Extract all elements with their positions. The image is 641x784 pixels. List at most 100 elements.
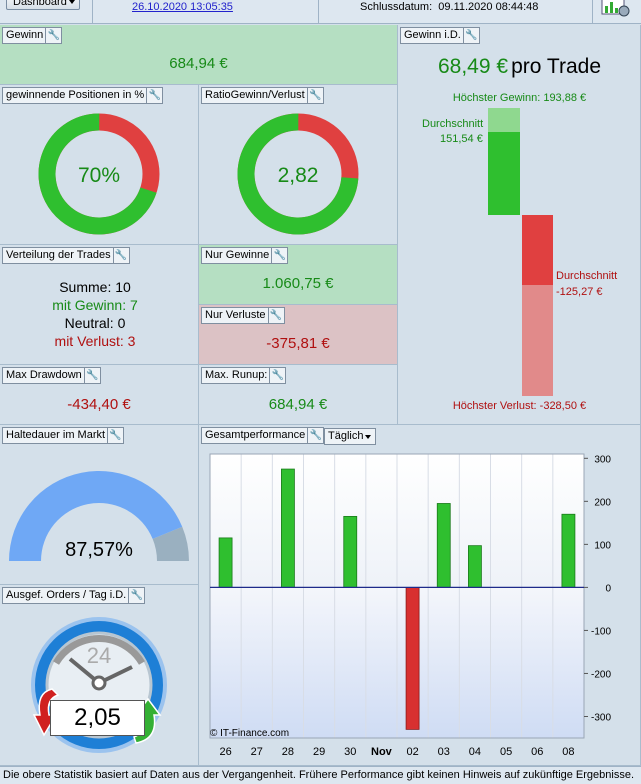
wrench-icon[interactable]: 🔧 <box>107 427 123 444</box>
dashboard-label: Dashboard <box>13 0 67 8</box>
x-tick-label: 29 <box>313 746 325 758</box>
wrench-icon[interactable]: 🔧 <box>306 87 323 104</box>
wrench-icon[interactable]: 🔧 <box>462 27 479 44</box>
avg-gain-panel: Gewinn i.D. 🔧 68,49 € pro Trade Höchster … <box>398 25 641 425</box>
chevron-down-icon <box>365 435 371 439</box>
bar-02 <box>405 586 420 730</box>
panel-title: gewinnende Positionen in % 🔧 <box>2 87 164 104</box>
holding-time-gauge: 87,57% <box>9 470 189 561</box>
dashboard-dropdown[interactable]: Dashboard <box>6 0 80 10</box>
only-gains-panel: Nur Gewinne 🔧 1.060,75 € <box>199 245 398 305</box>
wrench-icon[interactable]: 🔧 <box>128 587 144 604</box>
footer-disclaimer: Die obere Statistik basiert auf Daten au… <box>0 766 641 784</box>
only-losses-panel: Nur Verluste 🔧 -375,81 € <box>199 305 398 365</box>
neutral-row: Neutral: 0 <box>64 315 126 331</box>
avg-loss-bar <box>522 215 553 285</box>
distribution-panel: Verteilung der Trades 🔧 Summe: 10 mit Gew… <box>0 245 199 365</box>
x-tick-label: 27 <box>251 746 263 758</box>
winning-donut-chart: 70% <box>38 113 160 235</box>
max-runup-value: 684,94 € <box>268 396 328 413</box>
separator <box>592 0 593 24</box>
watermark: © IT-Finance.com <box>210 728 289 739</box>
panel-title: Gesamtperformance 🔧 <box>201 427 325 444</box>
gauge-fill <box>9 470 183 561</box>
summe-row: Summe: 10 <box>59 279 131 295</box>
wrench-icon[interactable]: 🔧 <box>83 367 100 384</box>
max-drawdown-panel: Max Drawdown 🔧 -434,40 € <box>0 365 199 425</box>
avg-loss-amount: -125,27 € <box>556 286 603 298</box>
holding-time-panel: Haltedauer im Markt 🔧 87,57% <box>0 425 199 585</box>
panel-title: Nur Gewinne 🔧 <box>201 247 289 264</box>
bars-group <box>210 468 584 730</box>
wrench-icon[interactable]: 🔧 <box>146 87 162 104</box>
panel-title: Nur Verluste 🔧 <box>201 307 285 324</box>
y-tick-label: 100 <box>594 540 611 551</box>
wrench-icon[interactable]: 🔧 <box>45 27 61 44</box>
orders-panel: Ausgef. Orders / Tag i.D. 🔧 24 <box>0 585 199 766</box>
y-tick-label: 200 <box>594 497 611 508</box>
winning-positions-panel: gewinnende Positionen in % 🔧 70% <box>0 85 199 245</box>
bar-03 <box>436 503 451 588</box>
avg-gain-amount: 151,54 € <box>440 133 483 145</box>
x-tick-label: 02 <box>406 746 418 758</box>
y-tick-label: -300 <box>591 712 611 723</box>
grid-lines <box>209 453 585 739</box>
y-tick-label: 300 <box>594 454 611 465</box>
y-tick-label: -200 <box>591 669 611 680</box>
verlust-row: mit Verlust: 3 <box>54 333 136 349</box>
highest-gain-label: Höchster Gewinn: 193,88 € <box>452 92 587 104</box>
panel-title: RatioGewinn/Verlust 🔧 <box>201 87 324 104</box>
wrench-icon[interactable]: 🔧 <box>112 247 129 264</box>
start-date-link[interactable]: 26.10.2020 13:05:35 <box>132 1 233 13</box>
wrench-icon[interactable]: 🔧 <box>307 427 323 444</box>
bar-30 <box>343 515 358 588</box>
close-date-label: Schlussdatum: <box>360 1 433 13</box>
bar-04 <box>468 545 482 588</box>
clock-label: 24 <box>87 643 111 668</box>
close-date: Schlussdatum: 09.11.2020 08:44:48 <box>360 1 538 13</box>
wrench-icon[interactable]: 🔧 <box>269 367 285 384</box>
avg-gain-headline: 68,49 € pro Trade <box>398 55 641 79</box>
x-tick-label: 05 <box>500 746 512 758</box>
wrench-icon[interactable]: 🔧 <box>271 247 287 264</box>
avg-gain-bar <box>488 132 520 215</box>
panel-title: Gewinn 🔧 <box>2 27 63 44</box>
highest-loss-bar <box>522 285 553 396</box>
highest-loss-label: Höchster Verlust: -328,50 € <box>452 400 587 412</box>
panel-title: Gewinn i.D. 🔧 <box>400 27 480 44</box>
period-dropdown[interactable]: Täglich <box>324 428 376 445</box>
chart-settings-icon[interactable] <box>600 0 632 18</box>
panel-title: Ausgef. Orders / Tag i.D. 🔧 <box>2 587 146 604</box>
x-tick-label: 04 <box>469 746 481 758</box>
x-tick-label: 08 <box>562 746 574 758</box>
bar-26 <box>218 537 233 588</box>
y-tick-label: 0 <box>605 583 611 594</box>
y-tick-label: -100 <box>591 626 611 637</box>
top-bar: Dashboard 26.10.2020 13:05:35 Schlussdat… <box>0 0 641 24</box>
ratio-panel: RatioGewinn/Verlust 🔧 2,82 <box>199 85 398 245</box>
panel-title: Verteilung der Trades 🔧 <box>2 247 130 264</box>
gewinn-value: 684,94 € <box>169 55 228 72</box>
separator <box>318 0 319 24</box>
bar-28 <box>281 468 295 588</box>
x-tick-label: 03 <box>438 746 450 758</box>
ratio-donut-chart: 2,82 <box>237 113 359 235</box>
wrench-icon[interactable]: 🔧 <box>267 307 284 324</box>
gauge-value: 87,57% <box>65 539 133 561</box>
highest-gain-bar <box>488 108 520 132</box>
orders-value: 2,05 <box>50 700 145 736</box>
only-losses-value: -375,81 € <box>266 335 330 352</box>
separator <box>92 0 93 24</box>
x-tick-label: 30 <box>344 746 356 758</box>
performance-chart: 300 200 100 0 -100 -200 -300 26 27 28 29 30 Nov 02 03… <box>209 453 611 758</box>
x-tick-label: 06 <box>531 746 543 758</box>
avg-gain-suffix: pro Trade <box>511 55 602 78</box>
x-tick-label: 26 <box>219 746 231 758</box>
avg-gain-label: Durchschnitt <box>422 118 484 130</box>
gauge-track <box>152 526 189 561</box>
period-label: Täglich <box>328 430 364 442</box>
gewinn-panel: Gewinn 🔧 684,94 € <box>0 25 398 85</box>
x-axis: 26 27 28 29 30 Nov 02 03 04 05 06 08 <box>219 746 574 758</box>
plot-border <box>209 453 585 739</box>
y-axis: 300 200 100 0 -100 -200 -300 <box>584 454 611 723</box>
